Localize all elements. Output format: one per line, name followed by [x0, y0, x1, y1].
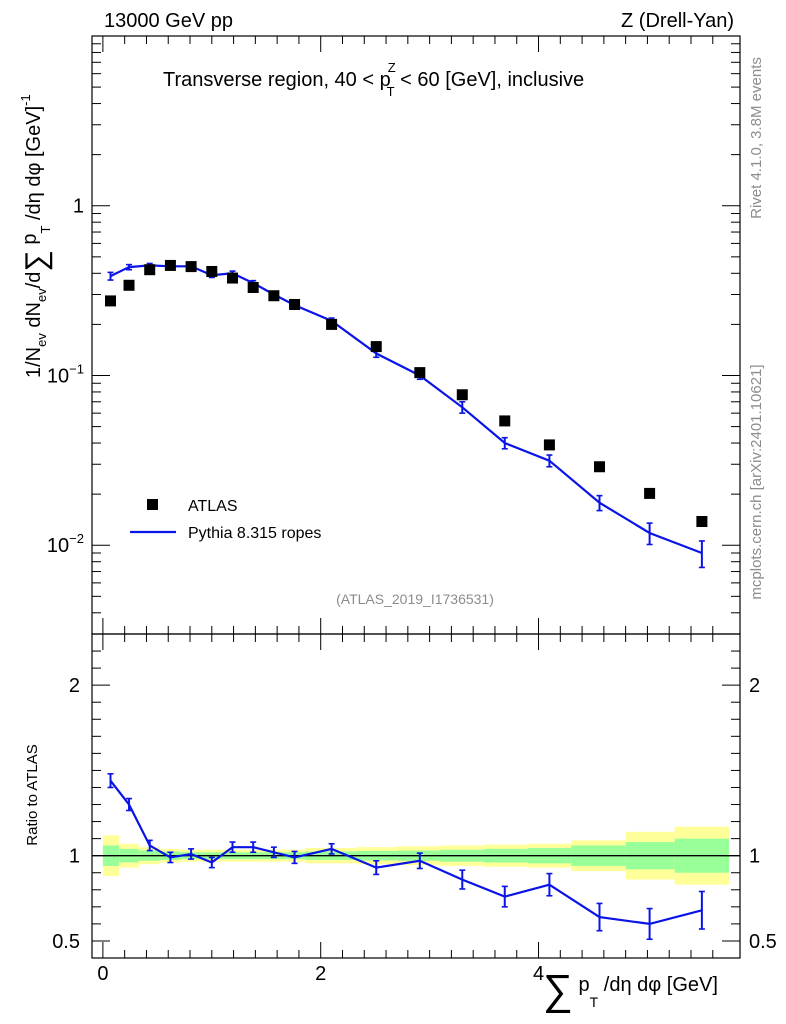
ratio-y-tick-label-right: 2: [749, 675, 760, 697]
ratio-y-axis-label: Ratio to ATLAS: [24, 744, 41, 845]
main-frame-border: [91, 35, 741, 635]
ratio-axis-ticks: [92, 634, 740, 958]
main-y-tick-label: 10−1: [47, 361, 84, 387]
ratio-y-tick-label-right: 0.5: [749, 931, 777, 953]
atlas-data-point: [370, 341, 382, 353]
ratio-panel: 0.5 0.5 1 1 2 2 0 2 4 Ratio to ATLAS ∑ pT /dη d…: [24, 633, 777, 1013]
atlas-data-point: [499, 415, 511, 427]
plot-title: Transverse region, 40 < pZ T < 60 [GeV], …: [163, 60, 584, 99]
atlas-data-point: [185, 261, 197, 273]
main-plot-frame: [91, 35, 741, 635]
process-label: Z (Drell-Yan): [621, 10, 734, 32]
main-y-tick-label: 1: [73, 196, 84, 218]
atlas-data-point: [414, 367, 426, 379]
ratio-frame-border: [91, 633, 741, 959]
x-tick-label: 4: [533, 963, 544, 985]
x-tick-label: 0: [97, 963, 108, 985]
atlas-data-markers: [105, 259, 708, 527]
ratio-error-bars: [107, 773, 705, 941]
ratio-uncertainty-bands: [92, 826, 740, 885]
energy-label: 13000 GeV pp: [104, 10, 233, 32]
main-y-axis-label: 1/Nev dNev/d∑ pT /dη dφ [GeV]-1: [18, 94, 53, 378]
ratio-plot-frame: [91, 633, 741, 959]
atlas-data-point: [268, 290, 280, 302]
x-tick-labels: 0 2 4: [97, 963, 544, 985]
ratio-y-tick-label-left: 2: [69, 675, 80, 697]
atlas-data-point: [644, 487, 656, 499]
atlas-data-point: [226, 272, 238, 284]
atlas-data-point: [123, 279, 135, 291]
legend-atlas-marker: [147, 499, 158, 510]
analysis-reference: (ATLAS_2019_I1736531): [336, 591, 494, 607]
legend-atlas-label: ATLAS: [188, 498, 238, 515]
atlas-data-point: [105, 295, 117, 307]
legend: ATLAS Pythia 8.315 ropes: [130, 498, 321, 542]
ratio-y-tick-label-left: 0.5: [52, 931, 80, 953]
atlas-data-point: [696, 515, 708, 527]
ratio-y-tick-labels: 0.5 0.5 1 1 2 2: [52, 675, 777, 953]
main-y-tick-labels: 10−2 10−1 1: [47, 196, 84, 557]
atlas-data-point: [289, 298, 301, 310]
atlas-data-point: [543, 439, 555, 451]
main-panel: 10−2 10−1 1 Transverse region, 40 < pZ T < …: [18, 35, 741, 635]
mc-error-bars: [107, 262, 705, 569]
atlas-data-point: [144, 264, 156, 276]
mcplots-source-label: mcplots.cern.ch [arXiv:2401.10621]: [748, 364, 765, 599]
ratio-y-tick-label-right: 1: [749, 846, 760, 868]
legend-mc-label: Pythia 8.315 ropes: [188, 525, 321, 542]
main-axis-ticks: [92, 36, 740, 635]
atlas-data-point: [456, 389, 468, 401]
atlas-data-point: [326, 318, 338, 330]
atlas-data-point: [247, 281, 259, 293]
x-tick-label: 2: [315, 963, 326, 985]
atlas-data-point: [164, 259, 176, 271]
atlas-data-point: [206, 265, 218, 277]
rivet-version-label: Rivet 4.1.0, 3.8M events: [748, 57, 765, 219]
ratio-y-tick-label-left: 1: [69, 846, 80, 868]
x-axis-label: ∑ pT /dη dφ [GeV]: [543, 966, 718, 1013]
main-y-tick-label: 10−2: [47, 531, 84, 557]
atlas-data-point: [594, 461, 606, 473]
svg-text:1/Nev dNev/d∑ pT /dη dφ [GeV]: 1/Nev dNev/d∑ pT /dη dφ [GeV]-1: [18, 94, 53, 378]
